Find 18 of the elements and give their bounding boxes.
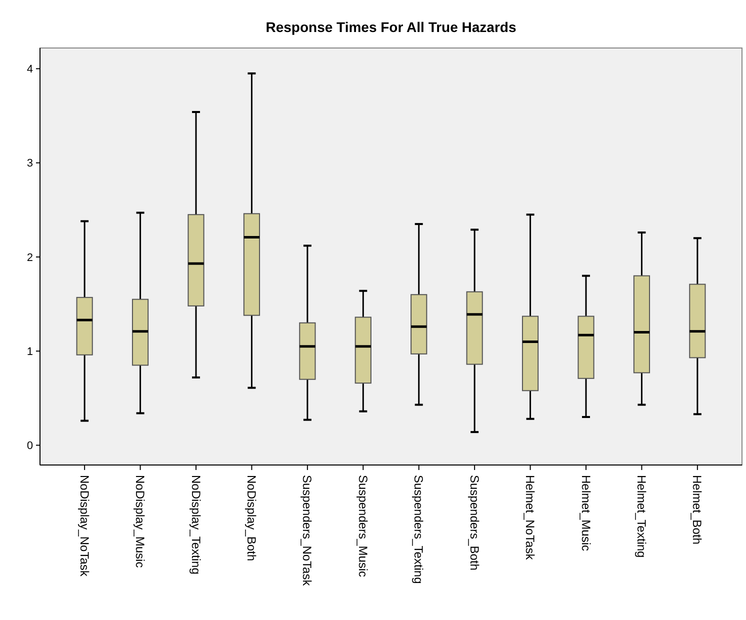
x-tick-label: Suspenders_Music <box>356 475 370 578</box>
x-tick-label: Helmet_Texting <box>634 475 649 558</box>
x-tick-label: Suspenders_NoTask <box>300 475 314 587</box>
x-tick-label: Helmet_Music <box>578 475 593 552</box>
y-tick-label: 2 <box>26 252 33 264</box>
x-tick-label: NoDisplay_Music <box>133 475 148 568</box>
y-tick-label: 4 <box>26 64 33 76</box>
x-tick-label: Helmet_NoTask <box>523 475 538 561</box>
chart-title: Response Times For All True Hazards <box>266 19 516 35</box>
x-tick-label: Helmet_Both <box>690 475 704 544</box>
y-tick-label: 1 <box>26 346 33 358</box>
x-tick-label: NoDisplay_Both <box>244 475 259 562</box>
x-tick-label: NoDisplay_NoTask <box>77 475 92 578</box>
y-tick-label: 3 <box>26 158 33 170</box>
x-tick-label: Suspenders_Texting <box>412 475 426 584</box>
x-tick-label: Suspenders_Both <box>467 475 482 570</box>
y-tick-label: 0 <box>26 440 33 452</box>
x-tick-label: NoDisplay_Texting <box>188 475 203 574</box>
